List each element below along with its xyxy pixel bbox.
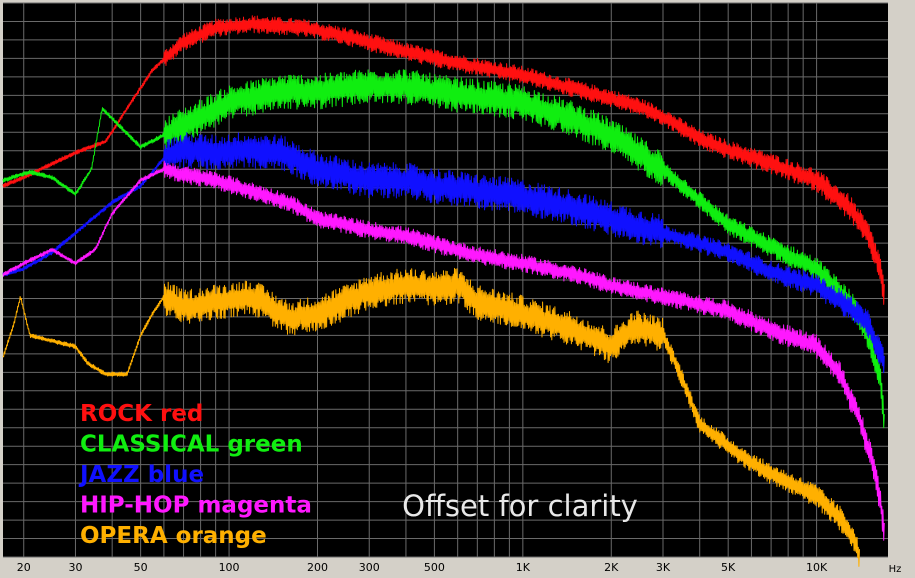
x-tick-label: 100 — [219, 561, 240, 574]
x-tick-label: 500 — [424, 561, 445, 574]
grid — [3, 2, 888, 558]
x-tick-label: 20 — [17, 561, 31, 574]
x-tick-label: 10K — [806, 561, 828, 574]
x-tick-label: 30 — [68, 561, 82, 574]
series-line-3 — [2, 160, 885, 541]
legend-entry-4: OPERA orange — [80, 523, 267, 549]
series-line-4 — [2, 267, 860, 567]
x-tick-label: 3K — [656, 561, 671, 574]
annotation-offset: Offset for clarity — [402, 489, 638, 523]
legend-entry-2: JAZZ blue — [78, 462, 204, 488]
series-line-0 — [2, 15, 885, 305]
x-tick-labels: 20 30 50 100 200 300 500 1K 2K 3K 5K 10K — [17, 561, 828, 574]
x-unit-label: Hz — [889, 564, 902, 575]
series-line-1 — [2, 69, 885, 429]
legend-entry-1: CLASSICAL green — [80, 432, 303, 458]
x-tick-label: 200 — [307, 561, 328, 574]
x-tick-label: 5K — [721, 561, 736, 574]
x-tick-label: 1K — [516, 561, 531, 574]
series-layer — [2, 15, 885, 567]
legend: ROCK red CLASSICAL green JAZZ blue HIP-HOP … — [78, 401, 312, 549]
legend-entry-3: HIP-HOP magenta — [80, 493, 312, 519]
x-tick-label: 2K — [604, 561, 619, 574]
x-tick-label: 300 — [359, 561, 380, 574]
legend-entry-0: ROCK red — [80, 401, 203, 427]
x-tick-label: 50 — [134, 561, 148, 574]
